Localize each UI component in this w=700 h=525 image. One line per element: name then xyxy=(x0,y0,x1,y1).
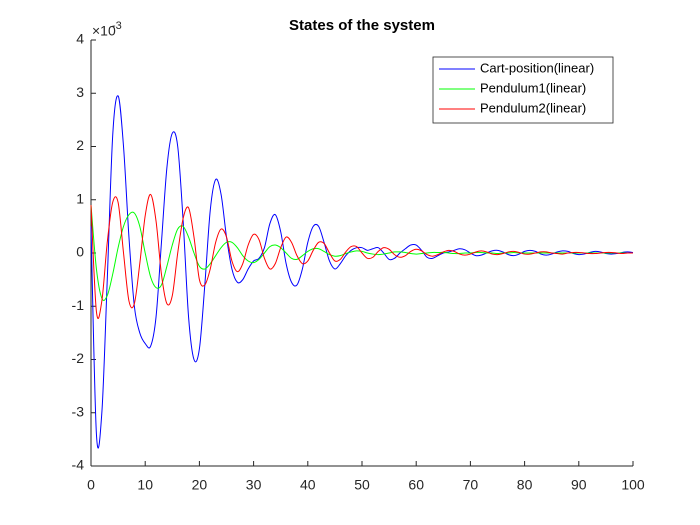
y-tick-label: -4 xyxy=(72,457,85,473)
x-tick-label: 10 xyxy=(137,477,153,493)
legend-box xyxy=(432,56,614,124)
x-tick-label: 90 xyxy=(571,477,587,493)
x-tick-label: 80 xyxy=(517,477,533,493)
y-tick-label: 4 xyxy=(76,31,84,47)
y-tick-label: -1 xyxy=(72,297,85,313)
y-tick-label: 3 xyxy=(76,84,84,100)
y-tick-label: -3 xyxy=(72,403,85,419)
legend-label: Pendulum2(linear) xyxy=(480,100,586,115)
x-tick-label: 0 xyxy=(87,477,95,493)
y-multiplier-exponent: -3 xyxy=(112,20,122,32)
x-tick-label: 40 xyxy=(300,477,316,493)
chart-title: States of the system xyxy=(289,17,435,34)
x-tick-label: 60 xyxy=(408,477,424,493)
x-tick-label: 20 xyxy=(192,477,208,493)
y-tick-label: 2 xyxy=(76,137,84,153)
series-line xyxy=(90,205,633,301)
y-tick-label: 1 xyxy=(76,190,84,206)
x-tick-label: 30 xyxy=(246,477,262,493)
series-line xyxy=(90,193,634,319)
series-line xyxy=(90,95,634,449)
y-multiplier-base: ×10 xyxy=(92,23,116,39)
legend-label: Cart-position(linear) xyxy=(480,60,594,75)
y-tick-label: -2 xyxy=(72,350,85,366)
x-tick-label: 100 xyxy=(621,477,645,493)
x-tick-label: 70 xyxy=(463,477,479,493)
x-tick-label: 50 xyxy=(354,477,370,493)
y-tick-label: 0 xyxy=(76,244,84,260)
legend-label: Pendulum1(linear) xyxy=(480,80,586,95)
